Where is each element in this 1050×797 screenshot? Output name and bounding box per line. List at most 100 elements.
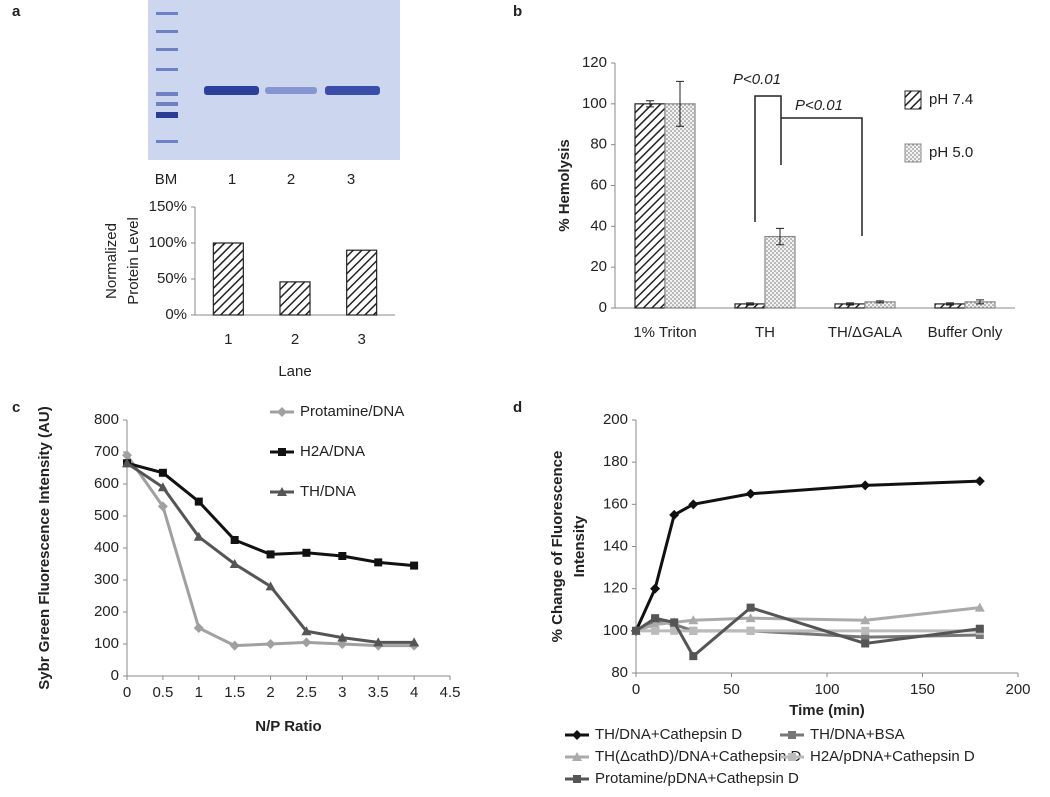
marker xyxy=(650,583,661,594)
marker xyxy=(669,509,680,520)
y-axis-label: Protein Level xyxy=(125,217,142,305)
y-axis-label: % Change of Fluorescence xyxy=(549,451,566,643)
marker xyxy=(861,639,870,648)
y-tick-label: 800 xyxy=(94,411,119,428)
x-tick-label: 3.5 xyxy=(368,684,389,701)
marker xyxy=(194,497,203,506)
line xyxy=(126,461,415,568)
x-axis-label: Time (min) xyxy=(789,702,865,719)
marker xyxy=(410,561,419,570)
marker xyxy=(788,731,796,739)
lane-label: BM xyxy=(155,171,178,188)
bar xyxy=(279,281,311,316)
marker xyxy=(229,640,240,651)
y-tick-label: 80 xyxy=(611,664,628,681)
marker xyxy=(193,623,204,633)
x-tick-label: 50 xyxy=(723,681,740,698)
x-tick-label: 4 xyxy=(410,684,418,701)
legend-swatch xyxy=(904,90,922,110)
annotation: P<0.01 xyxy=(733,71,781,88)
line xyxy=(634,479,980,632)
x-tick-label: 3 xyxy=(357,331,365,348)
panel-label: a xyxy=(12,3,21,20)
marker xyxy=(302,548,311,557)
marker xyxy=(788,753,796,761)
significance-brackets xyxy=(754,95,863,236)
marker xyxy=(572,730,582,740)
lane-label: 1 xyxy=(228,171,236,188)
legend-label: TH/DNA xyxy=(300,483,356,500)
marker xyxy=(573,775,581,783)
error-bar xyxy=(876,300,884,304)
legend-label: Protamine/DNA xyxy=(300,403,404,420)
legend-label: Protamine/pDNA+Cathepsin D xyxy=(595,770,799,787)
x-tick-label: 2.5 xyxy=(296,684,317,701)
x-tick-label: 0.5 xyxy=(152,684,173,701)
legend-label: TH(ΔcathD)/DNA+Cathepsin D xyxy=(595,748,801,765)
y-tick-label: 200 xyxy=(603,411,628,428)
marker xyxy=(122,458,132,468)
x-tick-label: 4.5 xyxy=(440,684,461,701)
marker xyxy=(266,550,275,559)
y-tick-label: 100 xyxy=(94,635,119,652)
y-tick-label: 20 xyxy=(590,258,607,275)
marker xyxy=(265,639,276,649)
marker xyxy=(688,499,699,510)
x-tick-label: TH/ΔGALA xyxy=(828,324,902,341)
y-axis-label: Sybr Green Fluorescence Intensity (AU) xyxy=(36,406,53,689)
marker xyxy=(572,752,582,761)
marker xyxy=(632,626,640,635)
marker xyxy=(974,476,985,487)
x-tick-label: 100 xyxy=(814,681,839,698)
line xyxy=(635,606,980,633)
y-tick-label: 40 xyxy=(590,217,607,234)
y-tick-label: 50% xyxy=(157,270,187,287)
marker xyxy=(338,552,347,560)
y-tick-label: 80 xyxy=(590,136,607,153)
marker xyxy=(373,637,384,647)
marker xyxy=(975,631,984,640)
marker xyxy=(409,637,420,647)
annotation: P<0.01 xyxy=(795,97,843,114)
lane-label: 2 xyxy=(287,171,295,188)
panel-label: c xyxy=(12,399,20,416)
x-tick-label: 200 xyxy=(1005,681,1030,698)
gel-image xyxy=(148,0,400,160)
marker xyxy=(689,652,698,661)
error-bar xyxy=(846,302,854,306)
y-tick-label: 60 xyxy=(590,176,607,193)
error-bar xyxy=(646,100,654,108)
panel-label: b xyxy=(513,3,522,20)
bar xyxy=(212,242,244,316)
error-bar xyxy=(976,299,984,305)
legend-label: H2A/DNA xyxy=(300,443,365,460)
marker xyxy=(157,482,168,492)
x-tick-label: 0 xyxy=(632,681,640,698)
y-tick-label: 200 xyxy=(94,603,119,620)
y-tick-label: 0 xyxy=(599,299,607,316)
marker xyxy=(745,488,756,499)
marker xyxy=(337,632,348,642)
y-axis-label: Normalized xyxy=(103,223,120,299)
x-tick-label: 2 xyxy=(291,331,299,348)
bar xyxy=(346,249,378,316)
y-tick-label: 700 xyxy=(94,443,119,460)
marker xyxy=(689,626,698,635)
marker xyxy=(374,558,383,567)
x-tick-label: 1 xyxy=(195,684,203,701)
marker xyxy=(746,603,755,612)
marker xyxy=(861,626,870,635)
y-tick-label: 150% xyxy=(149,198,187,215)
marker xyxy=(229,559,240,568)
y-axis-label: % Hemolysis xyxy=(556,139,573,232)
marker xyxy=(277,407,287,417)
y-tick-label: 120 xyxy=(582,54,607,71)
legend-label: TH/DNA+BSA xyxy=(810,726,905,743)
marker xyxy=(230,536,239,544)
legend-swatch xyxy=(904,143,922,163)
y-tick-label: 500 xyxy=(94,507,119,524)
marker xyxy=(651,626,660,635)
x-tick-label: 2 xyxy=(266,684,274,701)
marker xyxy=(861,633,870,642)
